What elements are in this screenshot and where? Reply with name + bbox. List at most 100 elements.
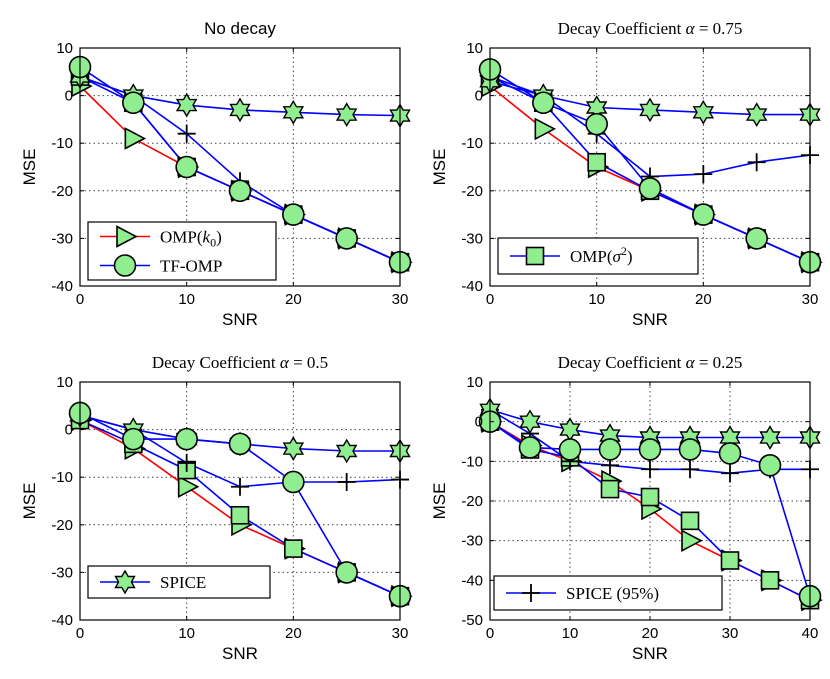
y-tick-label: -10 — [51, 469, 73, 486]
marker-tf_omp — [518, 436, 542, 459]
x-tick-label: 20 — [642, 625, 659, 642]
x-tick-label: 10 — [178, 625, 195, 642]
y-tick-label: 0 — [65, 88, 73, 105]
marker-tf_omp — [638, 438, 662, 461]
legend: SPICE — [87, 565, 271, 599]
x-axis-label: SNR — [222, 310, 258, 329]
marker-tf_omp — [175, 427, 198, 451]
marker-tf_omp — [282, 470, 305, 494]
axes-frame — [489, 47, 811, 287]
y-tick-label: 10 — [466, 374, 483, 391]
legend-marker-tf_omp — [113, 254, 137, 277]
chart-title: No decay — [204, 19, 276, 38]
marker-spice — [175, 92, 198, 118]
y-tick-label: -10 — [461, 453, 483, 470]
marker-omp_k0 — [534, 117, 557, 141]
marker-tf_omp — [228, 179, 252, 203]
axes-frame — [79, 47, 401, 287]
y-axis-label: MSE — [20, 149, 39, 186]
marker-spice — [745, 102, 768, 127]
legend-label-spice95: SPICE (95%) — [566, 584, 659, 603]
legend-marker-omp_k0 — [116, 225, 138, 248]
y-axis-label: MSE — [430, 149, 449, 186]
marker-spice95 — [747, 153, 766, 172]
marker-omp_k0 — [177, 475, 200, 499]
marker-spice — [335, 102, 358, 127]
legend-label-spice: SPICE — [160, 573, 206, 592]
marker-omp_sigma2 — [587, 152, 606, 172]
legend: OMP(σ2) — [497, 237, 699, 275]
y-tick-label: 0 — [65, 422, 73, 439]
marker-spice — [282, 436, 305, 461]
y-tick-label: -30 — [461, 533, 483, 550]
x-tick-label: 30 — [802, 291, 819, 308]
x-tick-label: 20 — [285, 291, 302, 308]
y-tick-label: -10 — [461, 135, 483, 152]
y-tick-label: 0 — [475, 88, 483, 105]
legend-label-omp_sigma2: OMP(σ2) — [570, 244, 633, 266]
marker-spice — [692, 99, 715, 125]
legend-marker-spice95 — [522, 584, 540, 602]
legend-label-omp_k0: OMP(k0) — [160, 228, 222, 250]
chart-panel-2: 0 10 20 30 10 0 -10 -20 -30 -40 SNR MSE Decay Coeffi… — [430, 19, 823, 329]
marker-tf_omp — [532, 91, 555, 115]
x-tick-label: 20 — [695, 291, 712, 308]
marker-omp_sigma2 — [760, 571, 780, 590]
marker-tf_omp — [598, 438, 622, 461]
legend: SPICE (95%) — [493, 575, 723, 611]
x-tick-label: 30 — [722, 625, 739, 642]
chart-title: Decay Coefficient α = 0.75 — [558, 19, 743, 38]
y-tick-label: -40 — [51, 612, 73, 629]
y-tick-label: -20 — [51, 517, 73, 534]
marker-omp_sigma2 — [680, 511, 700, 531]
x-tick-label: 10 — [178, 291, 195, 308]
y-tick-label: -20 — [51, 183, 73, 200]
series-markers — [68, 55, 413, 274]
marker-spice — [759, 425, 781, 450]
marker-spice95 — [337, 472, 356, 491]
y-tick-label: -50 — [461, 612, 483, 629]
marker-spice — [229, 97, 251, 123]
y-tick-label: -20 — [461, 493, 483, 510]
marker-spice — [639, 97, 661, 123]
y-tick-label: -40 — [461, 572, 483, 589]
y-tick-label: -40 — [51, 278, 73, 295]
x-axis-label: SNR — [222, 644, 258, 663]
marker-tf_omp — [758, 453, 782, 477]
y-tick-label: -30 — [461, 230, 483, 247]
legend-marker-omp_sigma2 — [525, 246, 545, 266]
marker-omp_sigma2 — [600, 479, 620, 499]
chart-panel-1: 0 10 20 30 10 0 -10 -20 -30 -40 SNR MSE No decay OMP(… — [20, 19, 413, 329]
chart-panel-4: 0 10 20 30 40 10 0 -10 -20 -30 -40 -50 SNR MSE Decay C… — [430, 353, 823, 663]
x-tick-label: 40 — [802, 625, 819, 642]
legend-marker-spice — [114, 569, 136, 595]
chart-title: Decay Coefficient α = 0.5 — [152, 353, 328, 372]
marker-tf_omp — [638, 177, 662, 200]
x-tick-label: 0 — [76, 291, 84, 308]
y-tick-label: -40 — [461, 278, 483, 295]
marker-tf_omp — [692, 203, 715, 226]
y-tick-label: 10 — [466, 40, 483, 57]
marker-spice — [519, 409, 541, 435]
marker-spice95 — [721, 464, 739, 483]
marker-omp_sigma2 — [720, 551, 740, 570]
x-tick-label: 20 — [285, 625, 302, 642]
marker-spice95 — [681, 460, 699, 479]
marker-tf_omp — [558, 438, 582, 461]
marker-tf_omp — [335, 561, 358, 584]
chart-title: Decay Coefficient α = 0.25 — [558, 353, 743, 372]
x-tick-label: 10 — [562, 625, 579, 642]
x-tick-label: 30 — [392, 291, 409, 308]
marker-tf_omp — [678, 438, 702, 461]
y-tick-label: 10 — [56, 374, 73, 391]
marker-spice95 — [694, 165, 713, 184]
x-tick-label: 10 — [588, 291, 605, 308]
marker-tf_omp — [718, 442, 742, 465]
marker-spice95 — [231, 477, 249, 496]
marker-tf_omp — [175, 155, 198, 179]
legend-label-tf_omp: TF-OMP — [160, 257, 222, 276]
marker-tf_omp — [122, 91, 145, 115]
y-tick-label: 10 — [56, 40, 73, 57]
x-tick-label: 0 — [76, 625, 84, 642]
y-tick-label: -30 — [51, 564, 73, 581]
